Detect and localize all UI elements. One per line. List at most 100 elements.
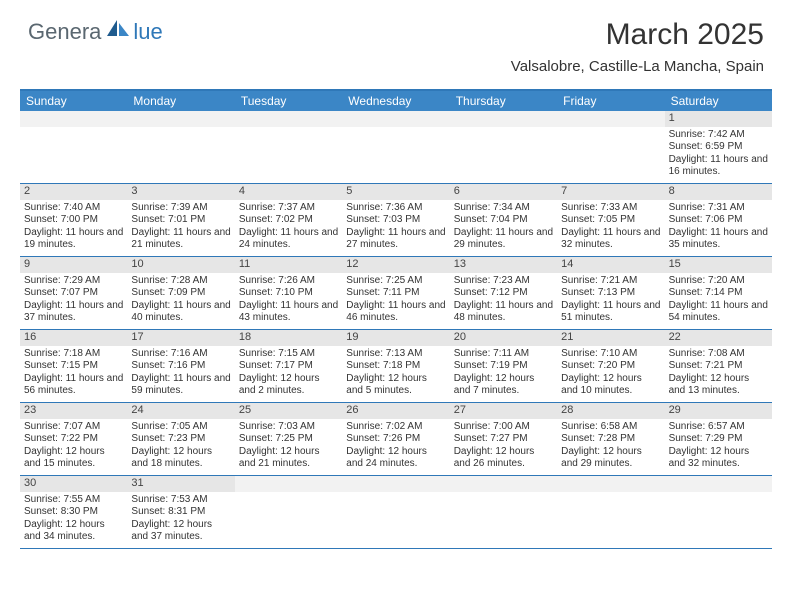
day-cell: 12Sunrise: 7:25 AMSunset: 7:11 PMDayligh… <box>342 257 449 329</box>
empty-cell <box>450 476 557 548</box>
day-number: 14 <box>557 257 664 273</box>
day-number: 18 <box>235 330 342 346</box>
day-number: 20 <box>450 330 557 346</box>
daylight-text: Daylight: 12 hours and 7 minutes. <box>454 373 553 398</box>
day-body: Sunrise: 7:55 AMSunset: 8:30 PMDaylight:… <box>20 492 127 548</box>
sunrise-text: Sunrise: 7:37 AM <box>239 202 338 215</box>
daylight-text: Daylight: 12 hours and 18 minutes. <box>131 446 230 471</box>
daylight-text: Daylight: 12 hours and 32 minutes. <box>669 446 768 471</box>
day-number <box>665 476 772 492</box>
day-number: 27 <box>450 403 557 419</box>
sunrise-text: Sunrise: 7:00 AM <box>454 421 553 434</box>
day-number: 19 <box>342 330 449 346</box>
sunrise-text: Sunrise: 7:11 AM <box>454 348 553 361</box>
day-body: Sunrise: 7:18 AMSunset: 7:15 PMDaylight:… <box>20 346 127 402</box>
week-row: 1Sunrise: 7:42 AMSunset: 6:59 PMDaylight… <box>20 111 772 184</box>
sunrise-text: Sunrise: 7:13 AM <box>346 348 445 361</box>
day-body: Sunrise: 7:00 AMSunset: 7:27 PMDaylight:… <box>450 419 557 475</box>
day-number: 9 <box>20 257 127 273</box>
sunset-text: Sunset: 7:25 PM <box>239 433 338 446</box>
day-cell: 30Sunrise: 7:55 AMSunset: 8:30 PMDayligh… <box>20 476 127 548</box>
day-number: 24 <box>127 403 234 419</box>
sunrise-text: Sunrise: 7:39 AM <box>131 202 230 215</box>
daylight-text: Daylight: 12 hours and 10 minutes. <box>561 373 660 398</box>
sunrise-text: Sunrise: 7:07 AM <box>24 421 123 434</box>
day-number: 16 <box>20 330 127 346</box>
daylight-text: Daylight: 11 hours and 19 minutes. <box>24 227 123 252</box>
day-number: 31 <box>127 476 234 492</box>
daylight-text: Daylight: 11 hours and 56 minutes. <box>24 373 123 398</box>
day-body: Sunrise: 7:02 AMSunset: 7:26 PMDaylight:… <box>342 419 449 475</box>
sunset-text: Sunset: 7:12 PM <box>454 287 553 300</box>
weekday-header: Thursday <box>450 91 557 111</box>
day-cell: 17Sunrise: 7:16 AMSunset: 7:16 PMDayligh… <box>127 330 234 402</box>
day-cell: 7Sunrise: 7:33 AMSunset: 7:05 PMDaylight… <box>557 184 664 256</box>
sunset-text: Sunset: 7:06 PM <box>669 214 768 227</box>
daylight-text: Daylight: 11 hours and 35 minutes. <box>669 227 768 252</box>
day-number: 29 <box>665 403 772 419</box>
sunrise-text: Sunrise: 7:31 AM <box>669 202 768 215</box>
day-body: Sunrise: 7:08 AMSunset: 7:21 PMDaylight:… <box>665 346 772 402</box>
day-cell: 3Sunrise: 7:39 AMSunset: 7:01 PMDaylight… <box>127 184 234 256</box>
sunrise-text: Sunrise: 6:58 AM <box>561 421 660 434</box>
week-row: 23Sunrise: 7:07 AMSunset: 7:22 PMDayligh… <box>20 403 772 476</box>
sunset-text: Sunset: 7:13 PM <box>561 287 660 300</box>
day-number: 12 <box>342 257 449 273</box>
day-cell: 22Sunrise: 7:08 AMSunset: 7:21 PMDayligh… <box>665 330 772 402</box>
empty-cell <box>557 111 664 183</box>
empty-cell <box>557 476 664 548</box>
sunset-text: Sunset: 7:00 PM <box>24 214 123 227</box>
day-cell: 19Sunrise: 7:13 AMSunset: 7:18 PMDayligh… <box>342 330 449 402</box>
sunset-text: Sunset: 7:15 PM <box>24 360 123 373</box>
sunset-text: Sunset: 8:30 PM <box>24 506 123 519</box>
daylight-text: Daylight: 11 hours and 37 minutes. <box>24 300 123 325</box>
day-body: Sunrise: 7:36 AMSunset: 7:03 PMDaylight:… <box>342 200 449 256</box>
daylight-text: Daylight: 11 hours and 32 minutes. <box>561 227 660 252</box>
day-body: Sunrise: 7:26 AMSunset: 7:10 PMDaylight:… <box>235 273 342 329</box>
daylight-text: Daylight: 11 hours and 48 minutes. <box>454 300 553 325</box>
day-cell: 16Sunrise: 7:18 AMSunset: 7:15 PMDayligh… <box>20 330 127 402</box>
logo-text-part2: lue <box>133 19 162 45</box>
sunrise-text: Sunrise: 7:55 AM <box>24 494 123 507</box>
day-body: Sunrise: 7:15 AMSunset: 7:17 PMDaylight:… <box>235 346 342 402</box>
day-cell: 27Sunrise: 7:00 AMSunset: 7:27 PMDayligh… <box>450 403 557 475</box>
sunrise-text: Sunrise: 7:28 AM <box>131 275 230 288</box>
daylight-text: Daylight: 12 hours and 29 minutes. <box>561 446 660 471</box>
daylight-text: Daylight: 11 hours and 27 minutes. <box>346 227 445 252</box>
day-cell: 8 Sunrise: 7:31 AMSunset: 7:06 PMDaylight… <box>665 184 772 256</box>
sunrise-text: Sunrise: 7:36 AM <box>346 202 445 215</box>
sunset-text: Sunset: 7:19 PM <box>454 360 553 373</box>
sunset-text: Sunset: 7:07 PM <box>24 287 123 300</box>
logo-text-part1: Genera <box>28 19 101 45</box>
sunset-text: Sunset: 7:17 PM <box>239 360 338 373</box>
daylight-text: Daylight: 12 hours and 21 minutes. <box>239 446 338 471</box>
day-number: 6 <box>450 184 557 200</box>
day-number: 2 <box>20 184 127 200</box>
sunset-text: Sunset: 6:59 PM <box>669 141 768 154</box>
day-number: 17 <box>127 330 234 346</box>
daylight-text: Daylight: 12 hours and 34 minutes. <box>24 519 123 544</box>
day-body: Sunrise: 7:33 AMSunset: 7:05 PMDaylight:… <box>557 200 664 256</box>
daylight-text: Daylight: 12 hours and 26 minutes. <box>454 446 553 471</box>
day-number: 1 <box>665 111 772 127</box>
day-number <box>342 111 449 127</box>
day-body: Sunrise: 7:39 AMSunset: 7:01 PMDaylight:… <box>127 200 234 256</box>
day-number: 8 <box>665 184 772 200</box>
day-number: 28 <box>557 403 664 419</box>
day-cell: 21Sunrise: 7:10 AMSunset: 7:20 PMDayligh… <box>557 330 664 402</box>
day-number: 15 <box>665 257 772 273</box>
empty-cell <box>342 111 449 183</box>
sunrise-text: Sunrise: 7:08 AM <box>669 348 768 361</box>
sunrise-text: Sunrise: 7:16 AM <box>131 348 230 361</box>
empty-cell <box>450 111 557 183</box>
day-cell: 15Sunrise: 7:20 AMSunset: 7:14 PMDayligh… <box>665 257 772 329</box>
weekday-header-row: SundayMondayTuesdayWednesdayThursdayFrid… <box>20 91 772 111</box>
daylight-text: Daylight: 11 hours and 59 minutes. <box>131 373 230 398</box>
sunrise-text: Sunrise: 6:57 AM <box>669 421 768 434</box>
week-row: 30Sunrise: 7:55 AMSunset: 8:30 PMDayligh… <box>20 476 772 549</box>
week-row: 2Sunrise: 7:40 AMSunset: 7:00 PMDaylight… <box>20 184 772 257</box>
daylight-text: Daylight: 11 hours and 24 minutes. <box>239 227 338 252</box>
day-body: Sunrise: 7:29 AMSunset: 7:07 PMDaylight:… <box>20 273 127 329</box>
daylight-text: Daylight: 12 hours and 5 minutes. <box>346 373 445 398</box>
sunrise-text: Sunrise: 7:25 AM <box>346 275 445 288</box>
